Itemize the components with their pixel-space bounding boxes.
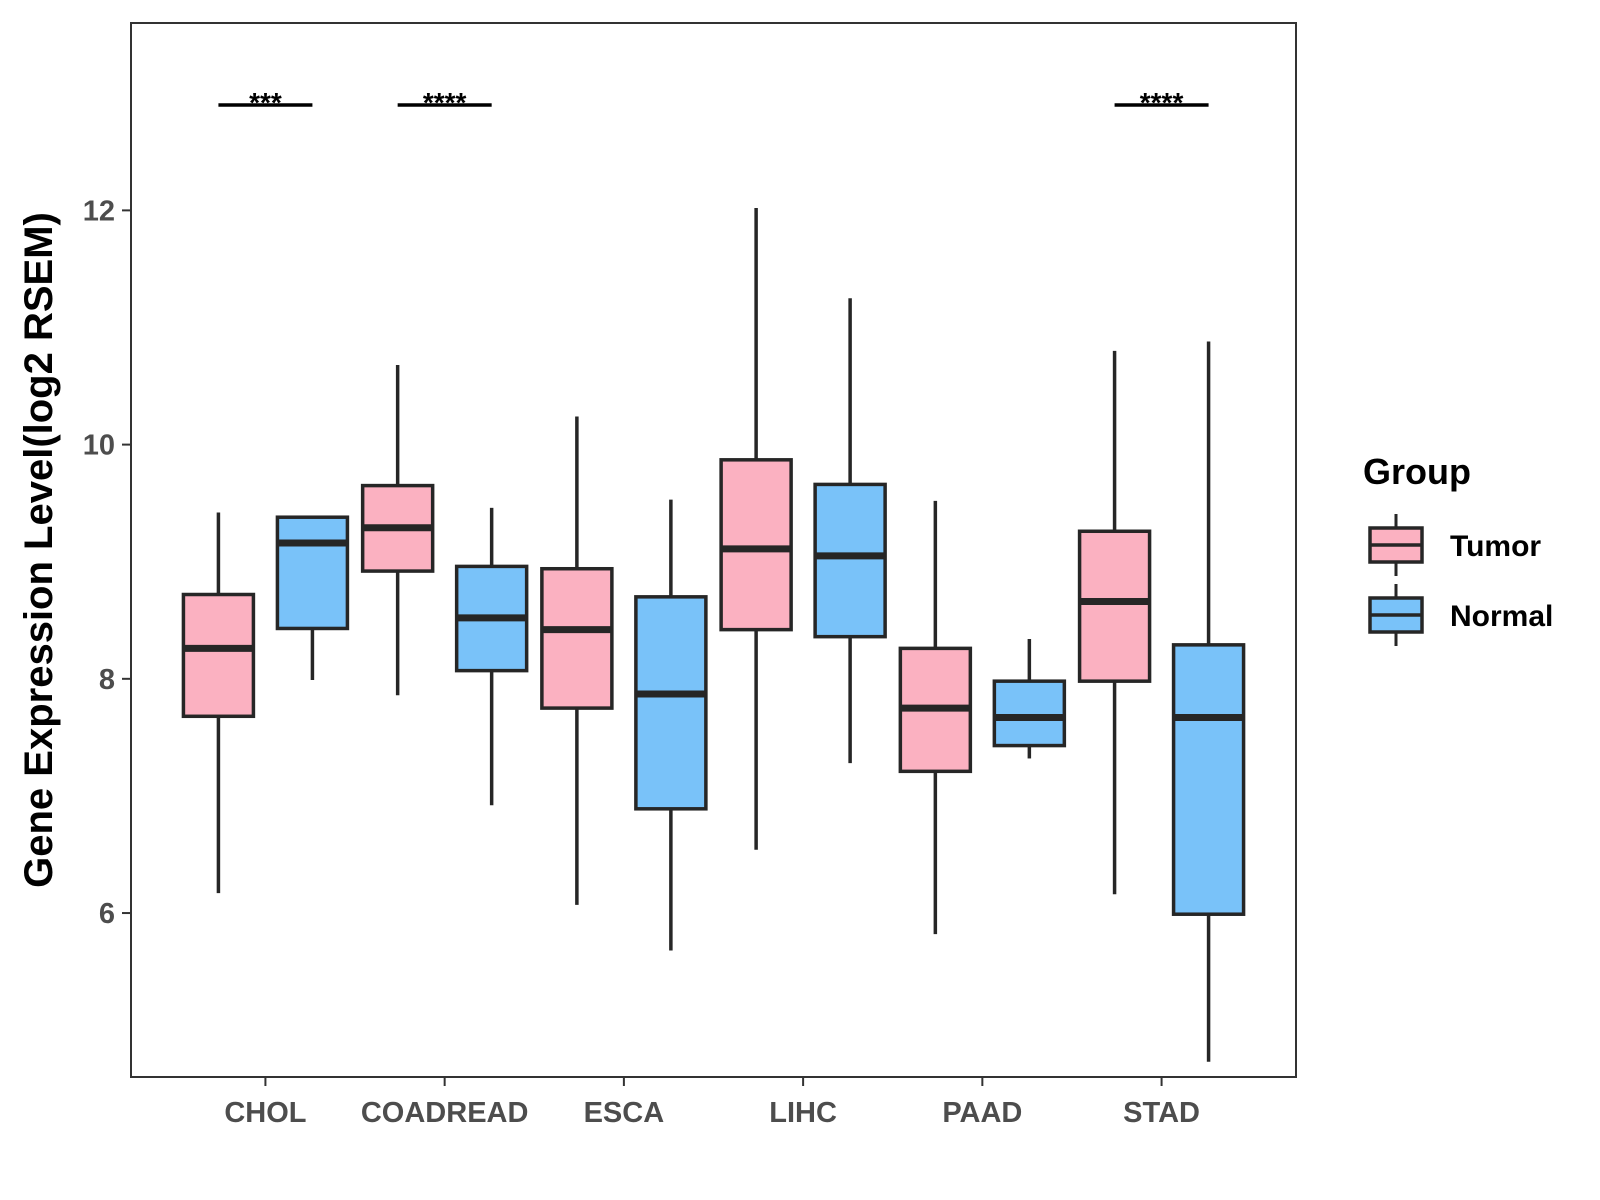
significance-label: **** — [423, 87, 467, 118]
legend-item-tumor: Tumor — [1368, 514, 1541, 576]
x-tick-label-stad: STAD — [1123, 1097, 1200, 1129]
box-iqr — [275, 515, 350, 631]
significance-label: **** — [1140, 87, 1184, 118]
box-tumor-coadread — [360, 364, 435, 696]
y-axis: 6 8 10 12 — [83, 195, 131, 930]
x-axis: CHOL COADREAD ESCA LIHC PAAD STAD — [224, 1077, 1200, 1129]
box-normal-lihc — [813, 298, 887, 764]
box-iqr — [719, 458, 793, 632]
box-normal-paad — [992, 639, 1067, 759]
x-tick-label-chol: CHOL — [224, 1097, 306, 1129]
legend-label: Normal — [1450, 600, 1553, 633]
legend-label: Tumor — [1450, 530, 1541, 563]
x-tick-label-coadread: COADREAD — [361, 1097, 529, 1129]
box-normal-chol — [275, 515, 350, 680]
box-normal-stad — [1171, 341, 1246, 1062]
x-tick-label-paad: PAAD — [942, 1097, 1022, 1129]
significance-label: *** — [249, 87, 282, 118]
y-tick-label: 8 — [99, 664, 115, 696]
box-iqr — [813, 482, 887, 639]
x-tick-label-esca: ESCA — [584, 1097, 665, 1129]
box-iqr — [634, 595, 708, 811]
legend-item-normal: Normal — [1368, 584, 1553, 646]
box-iqr — [1077, 529, 1152, 683]
legend-items: Tumor Normal — [1368, 514, 1553, 646]
y-tick-label: 10 — [83, 430, 115, 462]
y-axis-title: Gene Expression Level(log2 RSEM) — [17, 212, 61, 888]
legend: Group Tumor Normal — [1363, 451, 1553, 646]
plot-panel-border — [130, 22, 1297, 1078]
box-normal-coadread — [454, 507, 529, 806]
box-iqr — [181, 592, 256, 719]
box-tumor-stad — [1077, 350, 1152, 895]
boxes-layer — [181, 208, 1246, 1062]
x-tick-label-lihc: LIHC — [769, 1097, 837, 1129]
box-iqr — [1171, 643, 1246, 916]
legend-title: Group — [1363, 451, 1471, 492]
box-iqr — [540, 566, 614, 710]
box-tumor-lihc — [719, 208, 793, 850]
box-tumor-esca — [540, 416, 614, 905]
significance-annotations: *** **** **** — [218, 87, 1209, 118]
box-iqr — [992, 679, 1067, 748]
box-normal-esca — [634, 499, 708, 951]
y-tick-label: 12 — [83, 195, 115, 227]
y-tick-label: 6 — [99, 898, 115, 930]
box-tumor-paad — [898, 500, 973, 935]
box-tumor-chol — [181, 512, 256, 894]
